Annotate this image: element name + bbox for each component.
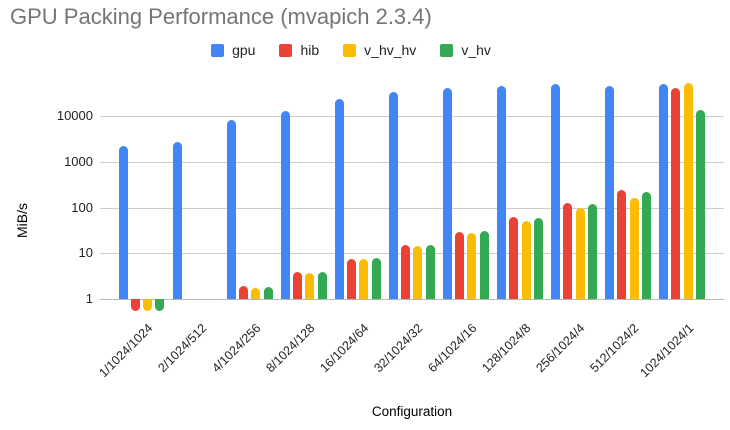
- legend-item-hib[interactable]: hib: [279, 42, 319, 58]
- bar-hib[interactable]: [617, 189, 627, 299]
- gridline: [100, 207, 724, 209]
- bar-v_hv[interactable]: [155, 299, 165, 311]
- legend-item-v_hv[interactable]: v_hv: [440, 42, 491, 58]
- y-tick-label: 1000: [64, 154, 93, 170]
- bar-gpu[interactable]: [496, 86, 506, 299]
- x-tick-label: 16/1024/64: [317, 321, 372, 376]
- bar-v_hv[interactable]: [533, 217, 543, 299]
- x-tick-label: 8/1024/128: [263, 321, 318, 376]
- bar-gpu[interactable]: [388, 91, 398, 299]
- bar-gpu[interactable]: [659, 83, 669, 299]
- bar-gpu[interactable]: [226, 120, 236, 299]
- bar-v_hv_hv[interactable]: [629, 197, 639, 299]
- legend-swatch-gpu: [211, 43, 225, 57]
- x-axis-title: Configuration: [371, 404, 453, 419]
- chart-title: GPU Packing Performance (mvapich 2.3.4): [10, 4, 432, 29]
- bar-v_hv_hv[interactable]: [575, 207, 585, 299]
- bar-v_hv_hv[interactable]: [305, 272, 315, 299]
- bar-gpu[interactable]: [442, 87, 452, 299]
- bar-v_hv_hv[interactable]: [521, 220, 531, 299]
- y-tick-label: 10000: [56, 108, 93, 124]
- legend-label-v_hv: v_hv: [461, 42, 491, 58]
- bar-v_hv[interactable]: [371, 258, 381, 299]
- y-tick-label: 100: [71, 199, 93, 215]
- bar-hib[interactable]: [130, 299, 140, 311]
- bar-v_hv[interactable]: [317, 272, 327, 299]
- bar-hib[interactable]: [455, 231, 465, 299]
- bar-v_hv[interactable]: [425, 244, 435, 299]
- x-tick-label: 32/1024/32: [371, 321, 426, 376]
- bar-gpu[interactable]: [172, 141, 182, 299]
- baseline: [100, 299, 724, 300]
- bar-gpu[interactable]: [605, 85, 615, 299]
- legend-item-v_hv_hv[interactable]: v_hv_hv: [343, 42, 416, 58]
- bar-v_hv_hv[interactable]: [683, 82, 693, 299]
- bar-hib[interactable]: [347, 258, 357, 299]
- bar-v_hv_hv[interactable]: [413, 245, 423, 299]
- legend-item-gpu[interactable]: gpu: [211, 42, 255, 58]
- bar-v_hv[interactable]: [587, 204, 597, 299]
- bar-v_hv_hv[interactable]: [143, 299, 153, 311]
- bar-hib[interactable]: [292, 272, 302, 299]
- y-tick-label: 10: [78, 245, 93, 261]
- bar-gpu[interactable]: [118, 146, 128, 299]
- x-tick-label: 512/1024/2: [587, 321, 642, 376]
- legend-swatch-v_hv: [440, 43, 454, 57]
- bar-v_hv[interactable]: [263, 286, 273, 299]
- gridline: [100, 116, 724, 118]
- x-tick-label: 128/1024/8: [479, 321, 534, 376]
- bar-hib[interactable]: [401, 245, 411, 299]
- legend-label-v_hv_hv: v_hv_hv: [364, 42, 417, 58]
- bar-v_hv_hv[interactable]: [359, 259, 369, 299]
- legend-label-gpu: gpu: [232, 42, 256, 58]
- bar-v_hv[interactable]: [479, 230, 489, 299]
- gridline: [100, 162, 724, 164]
- bar-gpu[interactable]: [550, 84, 560, 299]
- bar-hib[interactable]: [238, 286, 248, 299]
- bar-gpu[interactable]: [280, 111, 290, 299]
- bar-v_hv_hv[interactable]: [467, 232, 477, 299]
- bar-hib[interactable]: [509, 217, 519, 299]
- legend-swatch-hib: [279, 43, 293, 57]
- bar-v_hv[interactable]: [641, 191, 651, 299]
- x-tick-label: 256/1024/4: [533, 321, 588, 376]
- gridline: [100, 253, 724, 255]
- y-axis-title: MiB/s: [14, 203, 30, 238]
- x-tick-label: 1024/1024/1: [636, 321, 696, 381]
- legend-swatch-v_hv_hv: [343, 43, 357, 57]
- bar-hib[interactable]: [671, 88, 681, 299]
- legend: gpu hib v_hv_hv v_hv: [0, 40, 716, 60]
- bar-hib[interactable]: [563, 203, 573, 299]
- legend-label-hib: hib: [300, 42, 320, 58]
- x-tick-label: 64/1024/16: [425, 321, 480, 376]
- bar-v_hv_hv[interactable]: [251, 288, 261, 299]
- x-tick-label: 4/1024/256: [209, 321, 264, 376]
- x-tick-label: 1/1024/1024: [96, 321, 156, 381]
- bar-v_hv[interactable]: [696, 110, 705, 299]
- y-tick-label: 1: [85, 291, 93, 306]
- x-tick-label: 2/1024/512: [155, 321, 210, 376]
- bar-gpu[interactable]: [334, 99, 344, 299]
